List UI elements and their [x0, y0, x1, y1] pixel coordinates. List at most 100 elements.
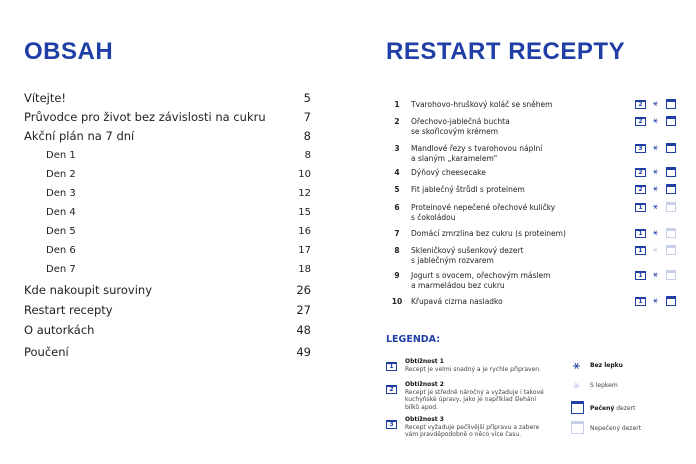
gluten-icon: ⚹	[652, 245, 659, 255]
difficulty-icon: 2	[635, 117, 646, 126]
toc-item-label: Poučení	[24, 345, 69, 359]
baked-icon	[666, 296, 676, 306]
legend-d3-title: Obtížnost 3	[405, 416, 444, 423]
toc-item-label: Den 7	[46, 264, 76, 275]
recipe-name-line2: a marmeládou bez cukru	[411, 281, 505, 290]
recipe-name-line1: Křupavá cizrna nasladko	[411, 297, 503, 306]
unbaked-icon	[666, 228, 676, 238]
recipe-name-line1: Dýňový cheesecake	[411, 168, 486, 177]
recipe-name: Jogurt s ovocem, ořechovým máslem a marme…	[411, 271, 550, 291]
toc-item-page: 16	[298, 226, 311, 237]
toc-item[interactable]: Kde nakoupit suroviny 26	[24, 283, 311, 297]
toc-item-page: 15	[298, 207, 311, 218]
toc-item-label: Den 6	[46, 245, 76, 256]
recipe-name: Skleničkový sušenkový dezert s jablečným …	[411, 246, 524, 266]
difficulty-1-icon: 1	[386, 362, 397, 371]
toc-item[interactable]: Den 4 15	[46, 207, 311, 218]
toc-item-label: Den 1	[46, 150, 76, 161]
toc-item-page: 27	[296, 303, 311, 317]
recipe-name-line2: se skořicovým krémem	[411, 127, 499, 136]
toc-item-page: 8	[303, 129, 311, 143]
recipe-name: Proteinové nepečené ořechové kuličky s čo…	[411, 203, 555, 223]
toc-item[interactable]: Den 2 10	[46, 169, 311, 180]
toc-item[interactable]: Den 1 8	[46, 150, 311, 161]
recipe-number: 5	[394, 185, 400, 194]
toc-item[interactable]: Průvodce pro život bez závislosti na cuk…	[24, 110, 311, 124]
legend-unbaked: Nepečený dezert	[590, 425, 642, 432]
recipe-number: 3	[394, 144, 400, 153]
toc-item[interactable]: Vítejte! 5	[24, 91, 311, 105]
recipe-name: Křupavá cizrna nasladko	[411, 297, 503, 307]
gluten-free-icon: ⚹	[652, 99, 659, 109]
legend-difficulty-1: Obtížnost 1 Recept je velmi snadný a je r…	[405, 358, 565, 373]
gluten-free-icon: ⚹	[572, 358, 581, 372]
gluten-icon: ⚹	[572, 378, 581, 392]
toc-item-page: 7	[303, 110, 311, 124]
recipe-number: 2	[394, 117, 400, 126]
recipe-number: 9	[394, 271, 400, 280]
legend-difficulty-2: Obtížnost 2 Recept je středně náročný a v…	[405, 381, 545, 411]
baked-icon	[666, 99, 676, 109]
toc-item[interactable]: O autorkách 48	[24, 323, 311, 337]
recipe-name-line2: s jablečným rozvarem	[411, 256, 494, 265]
toc-item-page: 8	[304, 150, 311, 161]
recipe-number: 6	[394, 203, 400, 212]
gluten-free-icon: ⚹	[652, 116, 659, 126]
gluten-free-icon: ⚹	[652, 228, 659, 238]
recipe-name-line1: Jogurt s ovocem, ořechovým máslem	[411, 271, 551, 280]
legend-d2-title: Obtížnost 2	[405, 381, 444, 388]
toc-item[interactable]: Den 3 12	[46, 188, 311, 199]
recipe-name: Tvarohovo-hruškový koláč se sněhem	[411, 100, 552, 110]
legend-baked-bold: Pečený	[590, 405, 615, 412]
toc-item-label: Restart recepty	[24, 303, 113, 317]
recipe-number: 7	[394, 229, 400, 238]
difficulty-3-icon: 3	[386, 420, 397, 429]
toc-item[interactable]: Poučení 49	[24, 345, 311, 359]
toc-item-page: 49	[296, 345, 311, 359]
difficulty-icon: 3	[635, 144, 646, 153]
toc-item[interactable]: Den 5 16	[46, 226, 311, 237]
unbaked-icon	[666, 245, 676, 255]
recipe-name-line1: Fit jablečný štrůdl s proteinem	[411, 185, 525, 194]
recipe-number: 8	[394, 246, 400, 255]
recipe-name-line1: Ořechovo-jablečná buchta	[411, 117, 510, 126]
toc-item-page: 12	[298, 188, 311, 199]
recipe-name: Dýňový cheesecake	[411, 168, 486, 178]
baked-icon	[666, 167, 676, 177]
toc-item-page: 26	[296, 283, 311, 297]
toc-title: OBSAH	[24, 38, 114, 65]
legend-baked-rest: dezert	[614, 405, 636, 412]
recipe-name-line2: s čokoládou	[411, 213, 456, 222]
toc-item-label: O autorkách	[24, 323, 95, 337]
difficulty-icon: 1	[635, 203, 646, 212]
difficulty-icon: 2	[635, 100, 646, 109]
toc-item[interactable]: Restart recepty 27	[24, 303, 311, 317]
legend-d3-text: Recept vyžaduje pečlivější přípravu a za…	[405, 423, 540, 439]
difficulty-icon: 1	[635, 271, 646, 280]
recipe-name-line1: Tvarohovo-hruškový koláč se sněhem	[411, 100, 553, 109]
toc-item[interactable]: Den 6 17	[46, 245, 311, 256]
legend-title: LEGENDA:	[386, 334, 440, 345]
recipe-name-line1: Proteinové nepečené ořechové kuličky	[411, 203, 556, 212]
recipes-title: RESTART RECEPTY	[386, 38, 626, 65]
legend-difficulty-3: Obtížnost 3 Recept vyžaduje pečlivější př…	[405, 416, 540, 439]
toc-item[interactable]: Akční plán na 7 dní 8	[24, 129, 311, 143]
toc-item-page: 5	[303, 91, 311, 105]
difficulty-icon: 2	[635, 185, 646, 194]
toc-item[interactable]: Den 7 18	[46, 264, 311, 275]
recipe-name-line1: Domácí zmrzlina bez cukru (s proteinem)	[411, 229, 566, 238]
difficulty-icon: 1	[635, 297, 646, 306]
recipe-name-line1: Skleničkový sušenkový dezert	[411, 246, 524, 255]
gluten-free-icon: ⚹	[652, 184, 659, 194]
legend-d1-text: Recept je velmi snadný a je rychle připr…	[405, 365, 541, 373]
baked-icon	[666, 184, 676, 194]
recipe-number: 1	[394, 100, 400, 109]
recipe-name-line2: a slaným „karamelem"	[411, 154, 498, 163]
difficulty-icon: 1	[635, 246, 646, 255]
recipe-name: Domácí zmrzlina bez cukru (s proteinem)	[411, 229, 566, 239]
toc-item-label: Den 5	[46, 226, 76, 237]
baked-icon	[666, 143, 676, 153]
legend-d1-title: Obtížnost 1	[405, 358, 444, 365]
baked-icon	[666, 116, 676, 126]
toc-item-label: Vítejte!	[24, 91, 67, 105]
